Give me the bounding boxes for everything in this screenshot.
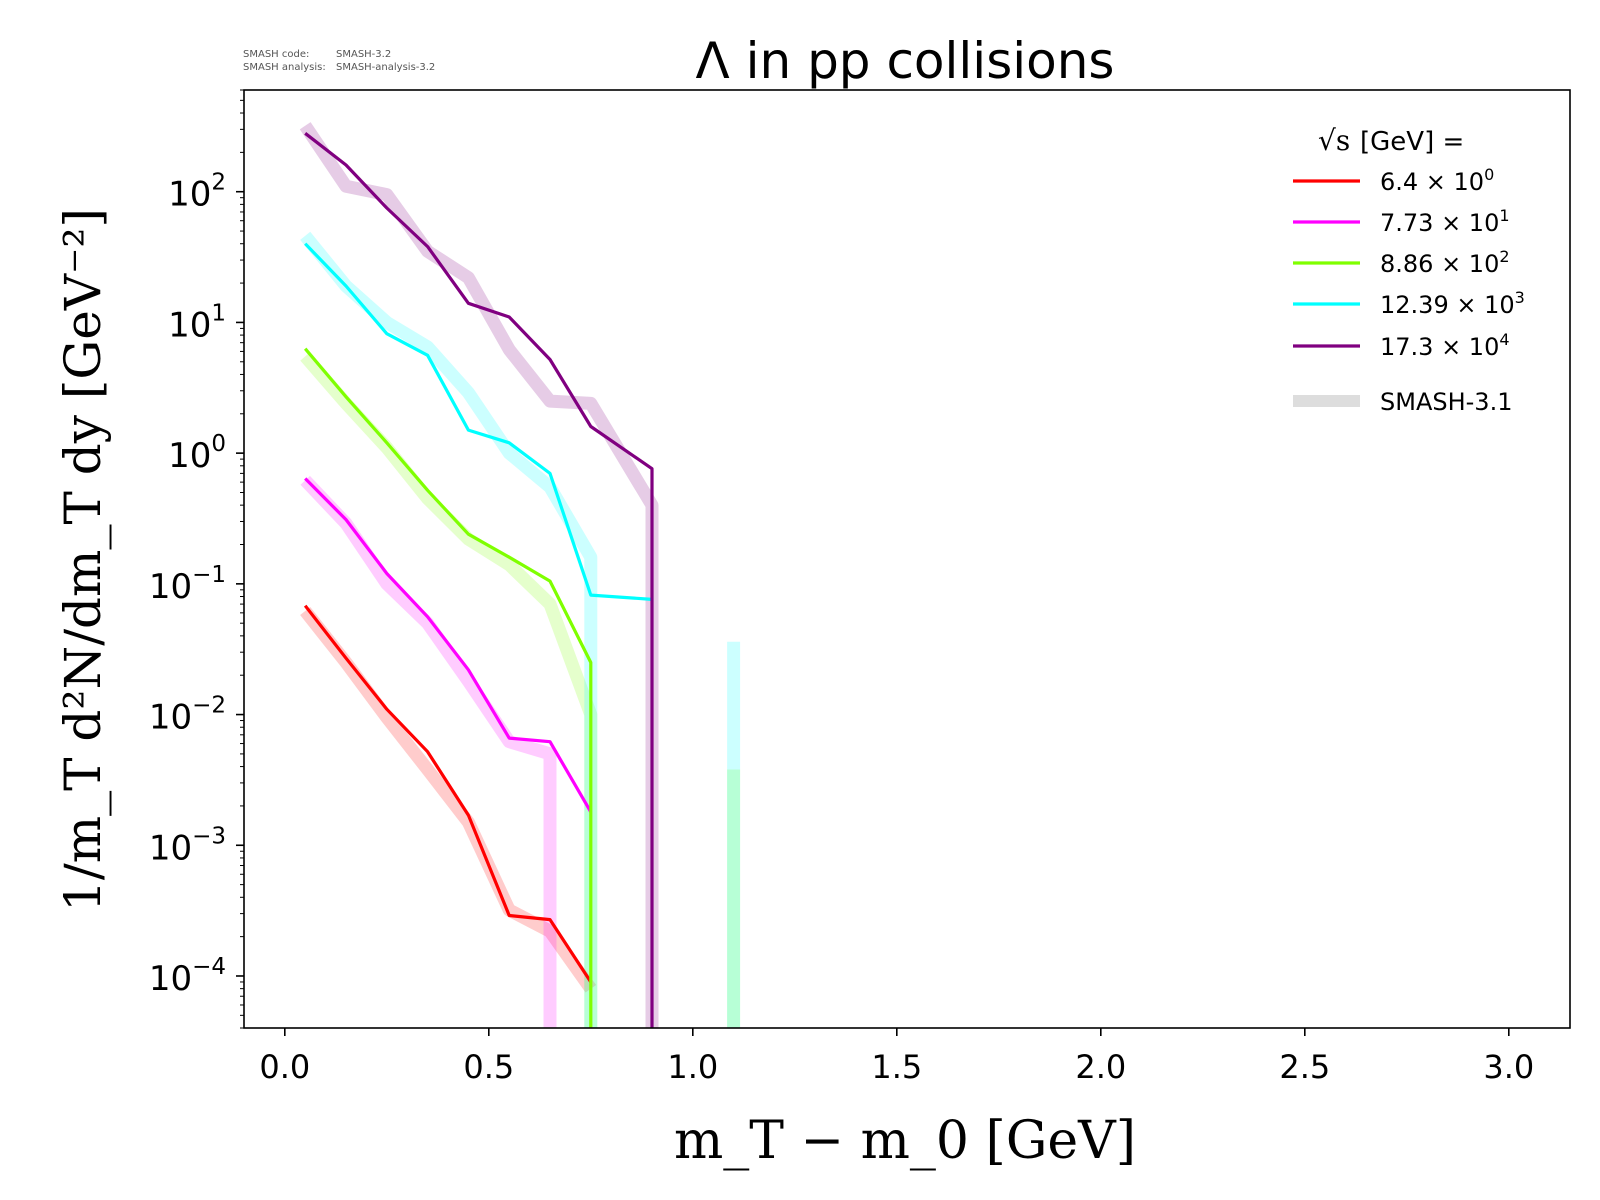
reference-line-2 — [300, 352, 598, 1028]
y-tick-label: 10−3 — [149, 823, 226, 868]
legend-reference-label: SMASH-3.1 — [1380, 388, 1512, 416]
smash-analysis-value: SMASH-analysis-3.2 — [336, 62, 435, 73]
x-tick-label: 3.0 — [1483, 1048, 1534, 1086]
x-tick-label: 0.0 — [259, 1048, 310, 1086]
series-line-0 — [303, 604, 593, 983]
series-line-3 — [304, 242, 653, 601]
smash-analysis-label: SMASH analysis: — [243, 62, 326, 73]
x-axis-ticks: 0.0 0.5 1.0 1.5 2.0 2.5 3.0 — [259, 1028, 1534, 1086]
series-lines — [303, 132, 654, 1028]
y-axis-ticks: 10−4 10−3 10−2 10−1 100 101 102 — [149, 89, 244, 1029]
reference-line-0 — [300, 606, 597, 993]
x-tick-label: 2.5 — [1279, 1048, 1330, 1086]
x-tick-label: 1.5 — [871, 1048, 922, 1086]
x-axis-label: m_T − m_0 [GeV] — [674, 1111, 1136, 1171]
x-tick-label: 2.0 — [1075, 1048, 1126, 1086]
y-tick-label: 101 — [168, 300, 226, 345]
series-line-2 — [303, 347, 593, 1028]
legend-label: 12.39 × 103 — [1380, 288, 1525, 319]
reference-lines — [299, 122, 741, 1028]
legend-label: 6.4 × 100 — [1380, 165, 1494, 196]
x-tick-label: 1.0 — [667, 1048, 718, 1086]
y-tick-label: 10−1 — [149, 562, 226, 607]
chart-title: Λ in pp collisions — [696, 32, 1115, 90]
plot-frame — [243, 89, 1571, 1029]
legend-entries: 6.4 × 100 7.73 × 101 8.86 × 102 12.39 × 103… — [1293, 165, 1525, 361]
y-axis-label: 1/m_T d²N/dm_T dy [GeV⁻²] — [54, 208, 112, 912]
reference-line-4 — [300, 231, 598, 1028]
y-tick-label: 100 — [168, 431, 226, 476]
reference-line-6 — [299, 122, 659, 1028]
reference-line-1 — [300, 475, 557, 1028]
legend-label: 17.3 × 104 — [1380, 330, 1510, 361]
y-tick-label: 10−2 — [149, 693, 226, 738]
y-tick-label: 10−4 — [149, 954, 226, 999]
smash-code-value: SMASH-3.2 — [336, 49, 391, 60]
series-line-4 — [304, 132, 654, 1028]
x-tick-label: 0.5 — [463, 1048, 514, 1086]
smash-code-label: SMASH code: — [243, 49, 309, 60]
legend-label: 7.73 × 101 — [1380, 206, 1510, 237]
legend-title-root: √s — [1318, 124, 1350, 157]
series-line-1 — [304, 477, 593, 813]
legend: √s [GeV] = 6.4 × 100 7.73 × 101 8.86 × 102… — [1293, 124, 1525, 416]
legend-title-rest: [GeV] = — [1360, 127, 1464, 157]
y-tick-label: 102 — [168, 170, 226, 215]
legend-label: 8.86 × 102 — [1380, 247, 1510, 278]
